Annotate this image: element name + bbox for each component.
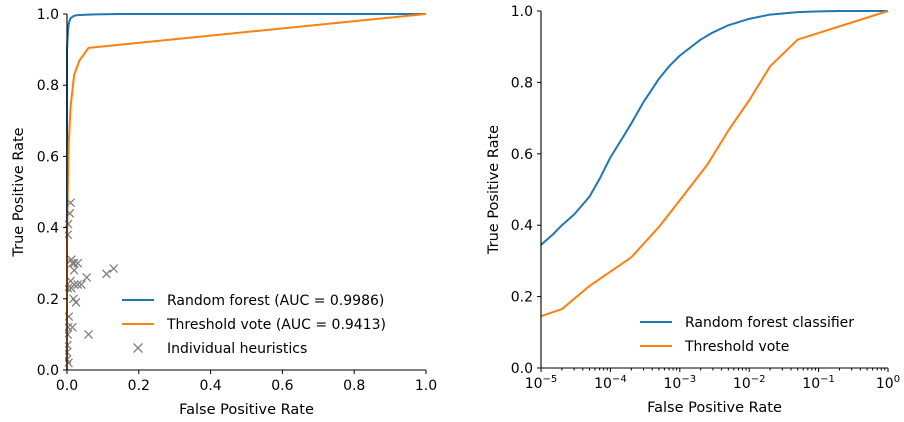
scatter-point (67, 322, 77, 332)
legend-label: Individual heuristics (167, 341, 307, 357)
y-tick-label: 0.2 (511, 290, 533, 306)
y-tick-label: 0.0 (511, 361, 533, 377)
x-tick-label: 100 (876, 374, 900, 392)
scatter-point (69, 265, 79, 275)
scatter-point (76, 280, 86, 290)
scatter-point (82, 272, 92, 282)
scatter-point (66, 198, 76, 208)
series-line-1 (540, 10, 889, 318)
series-line-0 (66, 13, 426, 370)
x-tick-label: 1.0 (415, 378, 437, 394)
roc-linear-panel: 0.0 0.2 0.4 0.6 0.8 1.0 0.0 0.2 0.4 0.6 0.8 1.0 Fals… (11, 7, 437, 418)
scatter-point (65, 329, 73, 339)
x-tick-label: 10−3 (664, 374, 697, 392)
scatter-point (65, 219, 73, 229)
x-tick-label: 0.0 (56, 378, 78, 394)
scatter-point (65, 322, 73, 332)
y-tick-label: 0.0 (37, 363, 59, 379)
roc-log-panel: 0.0 0.2 0.4 0.6 0.8 1.0 10−5 10−4 10−3 10−2 10−1 10… (486, 4, 900, 416)
x-axis-label: False Positive Rate (179, 402, 314, 418)
scatter-point (65, 283, 73, 293)
x-tick-label: 10−1 (802, 374, 835, 392)
scatter-point (69, 258, 79, 268)
x-axis-label: False Positive Rate (647, 400, 782, 416)
legend: Random forest classifier Threshold vote (640, 315, 854, 355)
legend-label: Random forest (AUC = 0.9986) (167, 293, 384, 309)
y-tick-label: 0.8 (37, 78, 59, 94)
legend-label: Random forest classifier (685, 315, 854, 331)
y-axis-label: True Positive Rate (486, 125, 502, 255)
x-tick-label: 10−5 (525, 374, 558, 392)
y-tick-label: 1.0 (511, 4, 533, 20)
scatter-point (71, 297, 81, 307)
scatter-point (65, 358, 73, 368)
scatter-point (65, 230, 73, 240)
scatter-point (109, 264, 119, 273)
x-tick-label: 0.4 (199, 378, 221, 394)
scatter-series-2 (65, 198, 119, 368)
y-tick-label: 0.4 (37, 221, 59, 237)
scatter-point (73, 258, 83, 268)
legend-marker (133, 343, 143, 353)
scatter-point (73, 280, 83, 290)
scatter-point (65, 312, 74, 322)
legend-label: Threshold vote (684, 339, 789, 355)
y-tick-label: 0.4 (511, 218, 533, 234)
x-tick-label: 10−4 (594, 374, 627, 392)
y-tick-label: 0.2 (37, 292, 59, 308)
y-tick-label: 0.6 (511, 147, 533, 163)
x-tick-label: 0.8 (343, 378, 365, 394)
x-tick-label: 0.2 (128, 378, 150, 394)
y-axis-label: True Positive Rate (11, 127, 27, 257)
legend: Random forest (AUC = 0.9986) Threshold vo… (122, 293, 386, 357)
x-tick-label: 0.6 (271, 378, 293, 394)
legend-label: Threshold vote (AUC = 0.9413) (166, 317, 386, 333)
scatter-point (84, 329, 93, 339)
scatter-point (66, 283, 76, 293)
x-tick-label: 10−2 (733, 374, 766, 392)
y-tick-label: 0.8 (511, 75, 533, 91)
scatter-point (102, 269, 111, 279)
y-tick-label: 0.6 (37, 149, 59, 165)
series-line-0 (540, 10, 888, 246)
y-tick-label: 1.0 (37, 7, 59, 23)
